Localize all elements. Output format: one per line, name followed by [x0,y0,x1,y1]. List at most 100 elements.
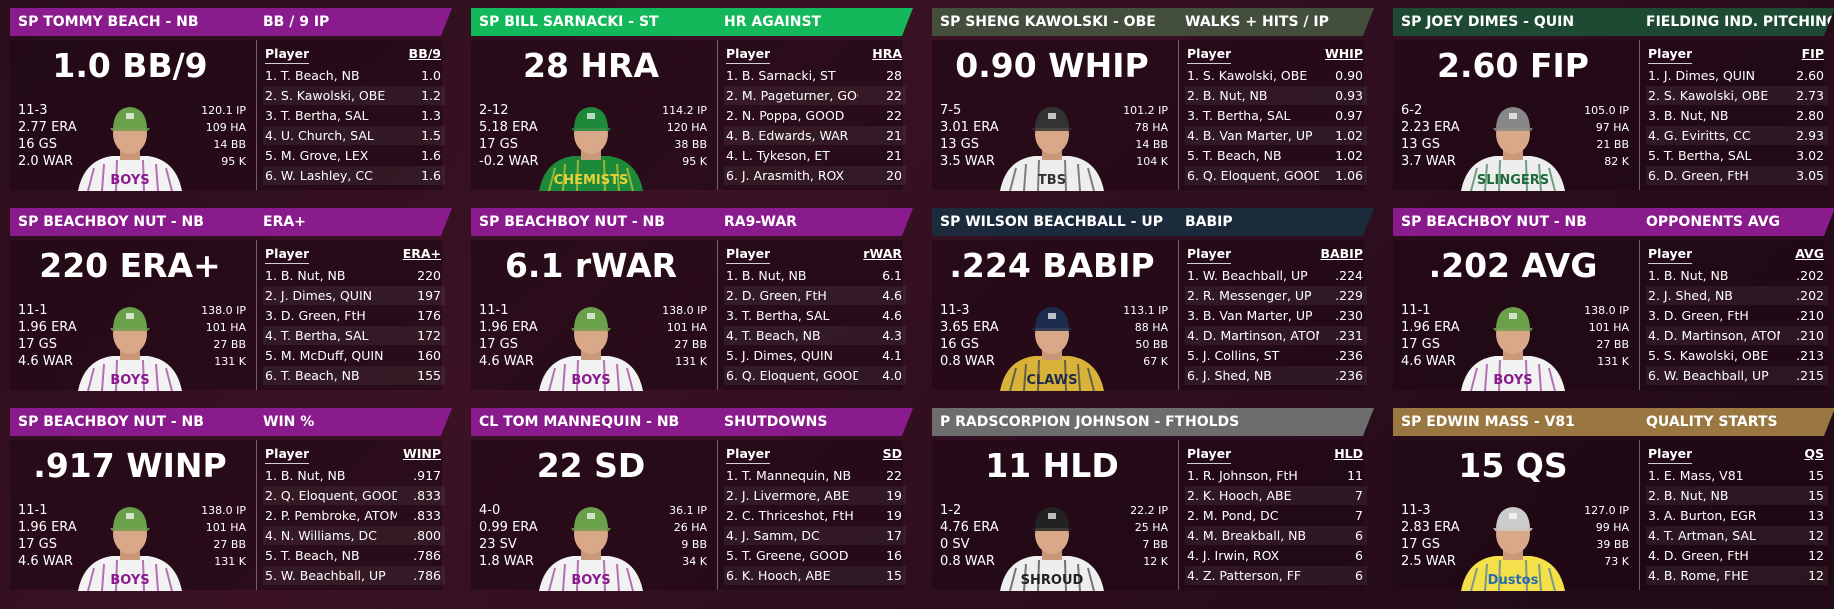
leaderboard-table: Player BB/9 1. T. Beach, NB 1.0 2. S. Kawols… [256,40,445,190]
leaderboard-table: Player AVG 1. B. Nut, NB .202 2. J. Shed, NB… [1639,240,1828,390]
row-player: 4. T. Beach, NB [726,328,821,343]
leader-card[interactable]: CL TOM MANNEQUIN - NB SHUTDOWNS 22 SD 4-0 0.… [461,400,913,591]
table-row[interactable]: 1. B. Nut, NB .917 [263,466,445,485]
table-row[interactable]: 5. T. Bertha, SAL 3.02 [1646,146,1828,165]
table-row[interactable]: 4. M. Breakball, NB 6 [1185,526,1367,545]
row-player: 4. Z. Patterson, FF [1187,568,1302,583]
table-row[interactable]: 4. U. Church, SAL 1.5 [263,126,445,145]
table-row[interactable]: 3. T. Bertha, SAL 0.97 [1185,106,1367,125]
table-row[interactable]: 1. W. Beachball, UP .224 [1185,266,1367,285]
table-row[interactable]: 6. D. Green, FtH 3.05 [1646,166,1828,185]
table-row[interactable]: 5. J. Dimes, QUIN 4.1 [724,346,906,365]
table-row[interactable]: 5. M. Grove, LEX 1.6 [263,146,445,165]
table-row[interactable]: 6. W. Beachball, UP .215 [1646,366,1828,385]
leader-card[interactable]: SP WILSON BEACHBALL - UP BABIP .224 BABIP 1… [922,200,1374,391]
table-row[interactable]: 1. T. Beach, NB 1.0 [263,66,445,85]
table-row[interactable]: 4. B. Van Marter, UP 1.02 [1185,126,1367,145]
table-row[interactable]: 3. A. Burton, EGR 13 [1646,506,1828,525]
table-row[interactable]: 6. Q. Eloquent, GOOD 1.06 [1185,166,1367,185]
table-row[interactable]: 2. P. Pembroke, ATOM .833 [263,506,445,525]
table-row[interactable]: 4. D. Martinson, ATOM .210 [1646,326,1828,345]
table-row[interactable]: 1. B. Nut, NB .202 [1646,266,1828,285]
card-header: CL TOM MANNEQUIN - NB SHUTDOWNS [471,408,913,436]
total-value: 73 K [1604,555,1629,568]
table-row[interactable]: 2. J. Livermore, ABE 19 [724,486,906,505]
table-row[interactable]: 2. R. Messenger, UP .229 [1185,286,1367,305]
table-row[interactable]: 3. T. Bertha, SAL 4.6 [724,306,906,325]
table-row[interactable]: 4. T. Artman, SAL 12 [1646,526,1828,545]
table-row[interactable]: 4. B. Rome, FHE 12 [1646,566,1828,585]
leader-card[interactable]: SP EDWIN MASS - V81 QUALITY STARTS 15 QS 11… [1383,400,1834,591]
total-value: 34 K [682,555,707,568]
leader-card[interactable]: SP BEACHBOY NUT - NB OPPONENTS AVG .202 AV… [1383,200,1834,391]
table-row[interactable]: 2. M. Pond, DC 7 [1185,506,1367,525]
table-row[interactable]: 5. S. Kawolski, OBE .213 [1646,346,1828,365]
table-row[interactable]: 4. L. Tykeson, ET 21 [724,146,906,165]
table-row[interactable]: 2. S. Kawolski, OBE 1.2 [263,86,445,105]
table-row[interactable]: 2. D. Green, FtH 4.6 [724,286,906,305]
table-row[interactable]: 4. J. Samm, DC 17 [724,526,906,545]
table-row[interactable]: 3. B. Nut, NB 2.80 [1646,106,1828,125]
player-portrait: BOYS [539,507,643,591]
table-row[interactable]: 2. S. Kawolski, OBE 2.73 [1646,86,1828,105]
table-row[interactable]: 3. T. Bertha, SAL 1.3 [263,106,445,125]
row-value: 0.90 [1335,68,1363,83]
table-row[interactable]: 4. D. Green, FtH 12 [1646,546,1828,565]
table-row[interactable]: 1. S. Kawolski, OBE 0.90 [1185,66,1367,85]
table-row[interactable]: 5. T. Greene, GOOD 16 [724,546,906,565]
table-row[interactable]: 2. M. Pageturner, GOOD 22 [724,86,906,105]
table-row[interactable]: 4. N. Williams, DC .800 [263,526,445,545]
table-row[interactable]: 4. Z. Patterson, FF 6 [1185,566,1367,585]
leader-card[interactable]: SP SHENG KAWOLSKI - OBE WALKS + HITS / IP… [922,0,1374,191]
leader-card[interactable]: SP BILL SARNACKI - ST HR AGAINST 28 HRA 2-1… [461,0,913,191]
table-row[interactable]: 3. D. Green, FtH 176 [263,306,445,325]
summary-value: 1.96 ERA [1401,320,1460,335]
table-row[interactable]: 4. T. Bertha, SAL 172 [263,326,445,345]
table-row[interactable]: 5. T. Beach, NB .786 [263,546,445,565]
total-value: 88 HA [1134,321,1168,334]
table-row[interactable]: 3. B. Van Marter, UP .230 [1185,306,1367,325]
leader-card[interactable]: SP BEACHBOY NUT - NB RA9-WAR 6.1 rWAR 11-1 1… [461,200,913,391]
leaderboard-table: Player BABIP 1. W. Beachball, UP .224 2. R. … [1178,240,1367,390]
table-row[interactable]: 1. J. Dimes, QUIN 2.60 [1646,66,1828,85]
table-row[interactable]: 2. B. Nut, NB 0.93 [1185,86,1367,105]
table-row[interactable]: 4. D. Martinson, ATOM .231 [1185,326,1367,345]
table-row[interactable]: 4. B. Edwards, WAR 21 [724,126,906,145]
table-row[interactable]: 1. B. Nut, NB 220 [263,266,445,285]
table-row[interactable]: 2. J. Shed, NB .202 [1646,286,1828,305]
leader-card[interactable]: SP JOEY DIMES - QUIN FIELDING IND. PITCHI… [1383,0,1834,191]
table-row[interactable]: 3. D. Green, FtH .210 [1646,306,1828,325]
table-row[interactable]: 1. B. Nut, NB 6.1 [724,266,906,285]
table-row[interactable]: 2. Q. Eloquent, GOOD .833 [263,486,445,505]
summary-value: 17 GS [1401,537,1440,552]
table-row[interactable]: 5. M. McDuff, QUIN 160 [263,346,445,365]
table-row[interactable]: 6. J. Shed, NB .236 [1185,366,1367,385]
table-row[interactable]: 5. W. Beachball, UP .786 [263,566,445,585]
table-row[interactable]: 5. T. Beach, NB 1.02 [1185,146,1367,165]
table-row[interactable]: 6. K. Hooch, ABE 15 [724,566,906,585]
table-row[interactable]: 1. T. Mannequin, NB 22 [724,466,906,485]
table-row[interactable]: 2. J. Dimes, QUIN 197 [263,286,445,305]
table-row[interactable]: 2. B. Nut, NB 15 [1646,486,1828,505]
table-row[interactable]: 2. K. Hooch, ABE 7 [1185,486,1367,505]
pitcher-totals: 120.1 IP 109 HA 14 BB 95 K [190,102,246,170]
table-row[interactable]: 2. C. Thriceshot, FtH 19 [724,506,906,525]
table-row[interactable]: 6. T. Beach, NB 155 [263,366,445,385]
table-row[interactable]: 6. W. Lashley, CC 1.6 [263,166,445,185]
table-row[interactable]: 1. R. Johnson, FtH 11 [1185,466,1367,485]
table-row[interactable]: 6. J. Arasmith, ROX 20 [724,166,906,185]
leader-card[interactable]: P RADSCORPION JOHNSON - FT HOLDS 11 HLD 1-2… [922,400,1374,591]
leader-card[interactable]: SP BEACHBOY NUT - NB WIN % .917 WINP 11-1 1.… [0,400,452,591]
table-row[interactable]: 6. Q. Eloquent, GOOD 4.0 [724,366,906,385]
table-row[interactable]: 4. G. Eviritts, CC 2.93 [1646,126,1828,145]
row-player: 3. D. Green, FtH [265,308,366,323]
table-row[interactable]: 4. T. Beach, NB 4.3 [724,326,906,345]
table-row[interactable]: 2. N. Poppa, GOOD 22 [724,106,906,125]
table-row[interactable]: 4. J. Irwin, ROX 6 [1185,546,1367,565]
table-row[interactable]: 5. J. Collins, ST .236 [1185,346,1367,365]
leader-card[interactable]: SP BEACHBOY NUT - NB ERA+ 220 ERA+ 11-1 1.96… [0,200,452,391]
table-row[interactable]: 1. E. Mass, V81 15 [1646,466,1828,485]
total-value: 36.1 IP [669,504,707,517]
table-row[interactable]: 1. B. Sarnacki, ST 28 [724,66,906,85]
leader-card[interactable]: SP TOMMY BEACH - NB BB / 9 IP 1.0 BB/9 11-3… [0,0,452,191]
